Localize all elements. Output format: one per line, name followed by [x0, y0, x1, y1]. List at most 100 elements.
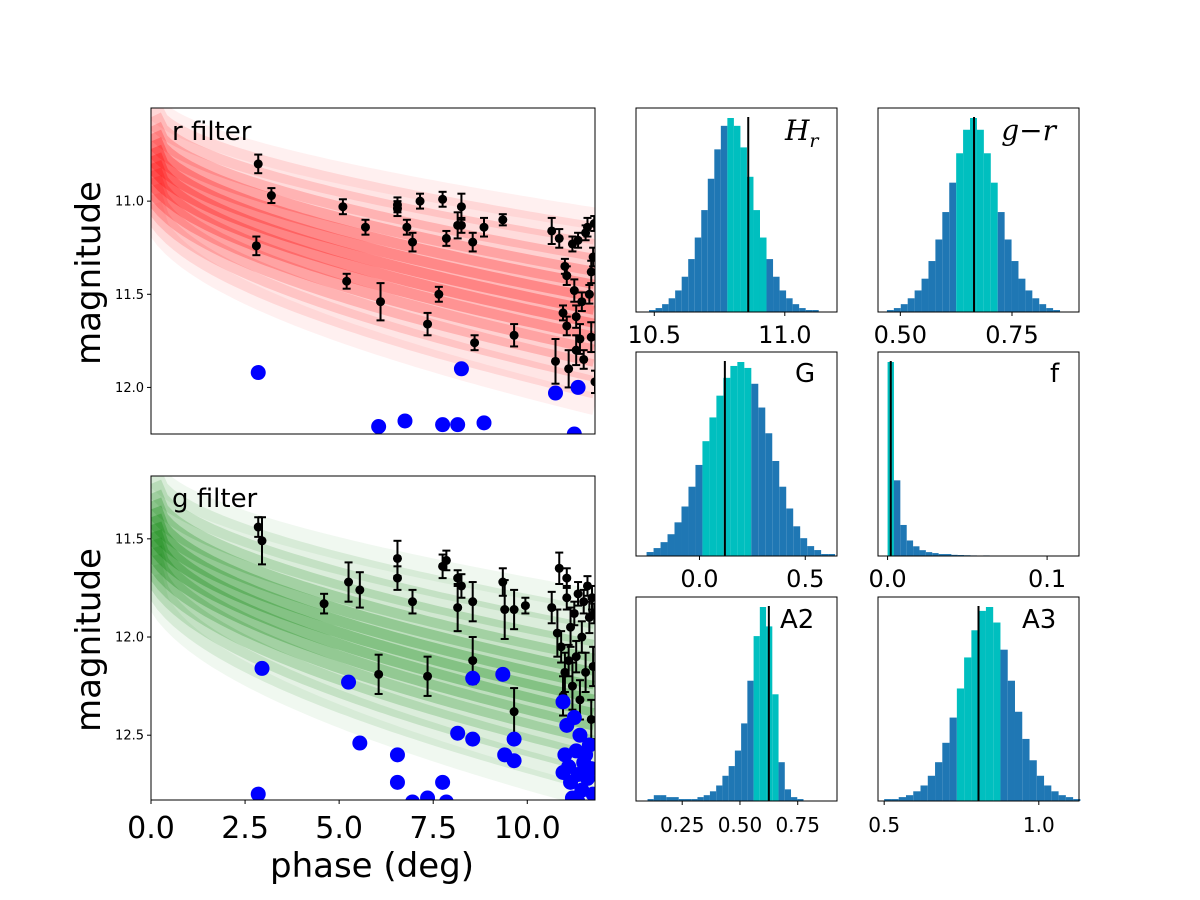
hist-A3-bar-20: [1029, 760, 1037, 801]
panel-r-band-curve-10: [151, 175, 595, 367]
panel-r-band-curve-4: [151, 129, 595, 289]
hist-f-bar-5: [919, 550, 926, 556]
panel-g-data-point-24: [554, 563, 564, 573]
panel-g-band-curve-13: [151, 573, 595, 800]
hist-A2-bar-22: [784, 789, 792, 801]
panel-g-data-point-17: [498, 577, 508, 587]
panel-r-ytick-label-2: 12.0: [115, 381, 144, 396]
hist-G-bar-1: [653, 548, 661, 556]
f-histogram-panel: 0.0 0.1 f: [868, 351, 1080, 593]
panel-r-data-point-45: [588, 252, 595, 262]
hist-f-bar-7: [932, 553, 939, 556]
hist-gr-xtick-label-0: 0.50: [874, 321, 927, 349]
hist-A2-bar-7: [691, 799, 698, 801]
hist-A3-bar-26: [1073, 799, 1081, 801]
f-histogram-bars: [887, 361, 990, 556]
g-minus-r-axes-frame: [877, 107, 1080, 313]
hist-A3-bar-9: [949, 717, 957, 801]
panel-r-blue-point-1: [453, 361, 469, 377]
hist-A2-bar-3: [666, 797, 673, 801]
hist-G-bar-3: [667, 534, 675, 556]
panel-g-data-point-44: [588, 661, 595, 671]
panel-r-data-point-21: [479, 222, 489, 232]
g-ylabel: magnitude: [69, 548, 109, 732]
panel-r-data-point-39: [579, 354, 589, 364]
a2-param-label: A2: [780, 605, 814, 635]
hist-A2-xtick-label-2: 0.75: [775, 813, 820, 837]
hist-G-bar-11: [723, 377, 731, 556]
hist-A3-bar-4: [913, 791, 921, 801]
panel-r-data-point-38: [577, 297, 587, 307]
panel-g-blue-point-33: [585, 786, 595, 800]
panel-r-data-point-24: [547, 226, 557, 236]
hist-A3-bar-11: [964, 657, 972, 801]
panel-g-blue-point-12: [506, 753, 522, 769]
hist-A2-xtick-label-0: 0.25: [660, 813, 705, 837]
panel-g-data-point-14: [456, 581, 466, 591]
hist-f-bar-8: [938, 554, 945, 556]
hist-A3-bar-25: [1065, 797, 1074, 801]
panel-g-data-point-40: [582, 581, 592, 591]
panel-r-band-curve-13: [151, 201, 595, 415]
hist-A3-bar-6: [927, 775, 936, 801]
panel-g-ytick-label-0: 11.5: [115, 532, 144, 547]
phase-xlabel: phase (deg): [270, 846, 474, 886]
panel-r-data-point-29: [562, 271, 572, 281]
panel-g-data-point-6: [392, 553, 402, 563]
hist-A3-bar-16: [1000, 649, 1008, 801]
panel-g-data-point-2: [319, 599, 329, 609]
r-model-band: [151, 108, 595, 415]
panel-r-data-point-37: [575, 334, 585, 344]
hist-Hr-bar-25: [812, 310, 819, 312]
hist-f-bar-10: [951, 554, 958, 556]
hist-f-bar-4: [913, 546, 920, 556]
hist-A2-bar-16: [747, 680, 754, 801]
panel-g-xtick-label-3: 7.5: [409, 811, 457, 846]
panel-g-blue-point-2: [352, 735, 368, 751]
panel-g-blue-point-0: [254, 660, 270, 676]
panel-g-data-point-29: [562, 573, 572, 583]
panel-g-data-point-11: [441, 555, 451, 565]
hist-A3-bar-0: [884, 799, 892, 801]
panel-g-data-point-20: [509, 707, 519, 717]
hist-A3-bar-10: [956, 688, 965, 801]
panel-g-blue-point-11: [506, 731, 522, 747]
hist-A3-bar-21: [1036, 775, 1045, 801]
g-slope-histogram-bars: [646, 361, 836, 556]
a3-ticks: 0.5 1.0: [868, 801, 1055, 837]
hist-G-bar-23: [807, 546, 815, 556]
panel-r-data-point-36: [573, 235, 583, 245]
hist-A3-bar-15: [993, 622, 1001, 801]
panel-g-data-point-16: [468, 656, 478, 666]
hist-gr-bar-9: [949, 182, 957, 312]
panel-g-data-point-15: [468, 597, 478, 607]
panel-r-band-curve-5: [151, 137, 595, 302]
panel-r-data-point-20: [470, 338, 480, 348]
g-minus-r-histogram-panel: 0.50 0.75 g−r: [874, 107, 1080, 349]
panel-r-data-point-44: [586, 332, 595, 342]
hist-G-bar-9: [709, 417, 717, 556]
panel-r-data-point-41: [582, 222, 592, 232]
hist-A2-bar-21: [778, 762, 785, 801]
panel-g-band-curve-7: [151, 521, 595, 717]
panel-r-data-point-9: [402, 222, 412, 232]
panel-g-blue-point-16: [439, 794, 454, 800]
hist-A2-bar-24: [797, 799, 804, 801]
panel-g-blue-point-4: [389, 774, 405, 790]
panel-r-blue-point-4: [371, 419, 387, 434]
g-slope-ticks: 0.0 0.5: [680, 556, 824, 593]
hist-A3-bar-1: [891, 799, 899, 801]
panel-g-data-point-38: [579, 597, 589, 607]
panel-r-band-curve-12: [151, 192, 595, 399]
panel-g-blue-point-35: [570, 794, 586, 800]
panel-r-data-point-42: [584, 289, 594, 299]
hist-gr-bar-4: [914, 290, 922, 312]
hist-Hr-bar-9: [707, 178, 715, 312]
hist-G-bar-17: [765, 433, 773, 556]
panel-r-data-point-34: [571, 312, 581, 322]
panel-g-data-point-19: [509, 605, 519, 615]
hist-A2-bar-12: [722, 775, 729, 801]
hist-G-bar-15: [751, 383, 759, 556]
hist-gr-bar-18: [1011, 261, 1019, 312]
r-observations: [250, 153, 595, 434]
